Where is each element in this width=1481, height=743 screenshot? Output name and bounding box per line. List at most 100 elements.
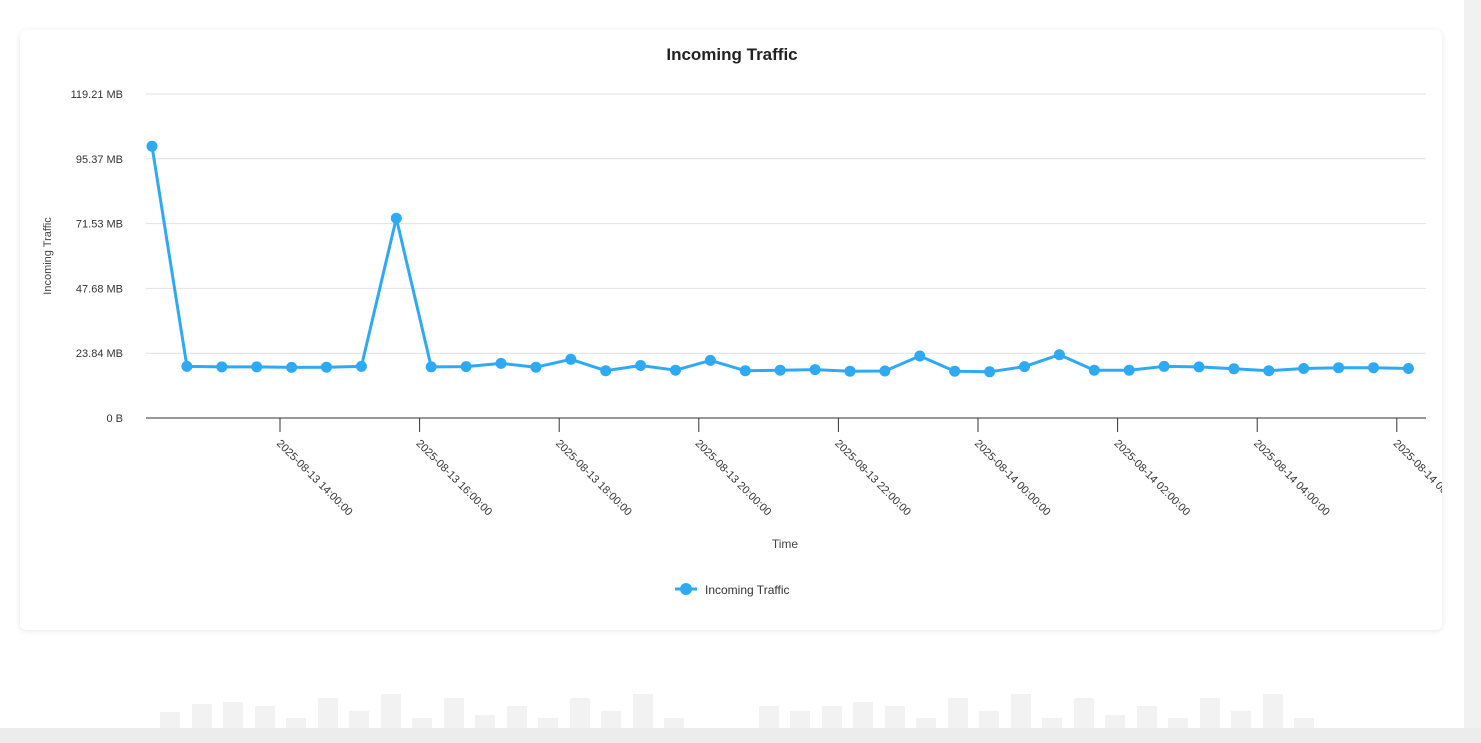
skeleton-bar xyxy=(317,698,338,728)
x-tick-label: 2025-08-13 14:00:00 xyxy=(274,438,355,519)
skeleton-bar xyxy=(569,698,590,728)
y-tick-label: 119.21 MB xyxy=(71,89,123,101)
skeleton-bar xyxy=(916,718,936,728)
skeleton-bar xyxy=(160,712,180,728)
x-tick-label: 2025-08-14 02:00:00 xyxy=(1111,438,1192,519)
y-tick-label: 23.84 MB xyxy=(76,348,123,360)
skeleton-bar xyxy=(349,711,369,728)
skeleton-bar xyxy=(506,706,527,728)
data-point[interactable] xyxy=(1228,363,1240,375)
y-axis-ticks: 0 B 23.84 MB 47.68 MB 71.53 MB 95.37 MB 119.2… xyxy=(71,89,123,425)
x-tick-label: 2025-08-14 06:00:00 xyxy=(1391,438,1442,519)
loading-skeleton xyxy=(0,680,1481,728)
data-point[interactable] xyxy=(949,365,961,377)
data-point[interactable] xyxy=(774,364,786,376)
data-point[interactable] xyxy=(286,361,298,373)
skeleton-bar xyxy=(1231,711,1251,728)
skeleton-bar xyxy=(1294,718,1314,728)
x-tick-label: 2025-08-13 16:00:00 xyxy=(413,438,494,519)
skeleton-bar xyxy=(412,718,432,728)
data-point[interactable] xyxy=(1263,365,1275,377)
data-point[interactable] xyxy=(1053,349,1065,361)
skeleton-bar xyxy=(1136,706,1157,728)
x-tick-label: 2025-08-14 04:00:00 xyxy=(1251,438,1332,519)
skeleton-bar xyxy=(601,711,621,728)
y-tick-label: 95.37 MB xyxy=(76,154,123,166)
grid-lines xyxy=(146,93,1426,354)
skeleton-bar xyxy=(884,706,905,728)
page-scrollbar-strip xyxy=(1464,0,1481,743)
skeleton-bar xyxy=(223,702,243,728)
chart-card: Incoming Traffic 0 B 23.84 MB 47.68 MB 71.5… xyxy=(20,30,1442,630)
legend[interactable]: Incoming Traffic xyxy=(675,583,789,597)
skeleton-bar xyxy=(191,704,212,728)
skeleton-bar xyxy=(947,698,968,728)
legend-marker xyxy=(680,583,692,595)
data-point[interactable] xyxy=(670,364,681,376)
skeleton-bar xyxy=(1105,715,1125,728)
skeleton-bar xyxy=(979,711,999,728)
data-point[interactable] xyxy=(879,365,891,377)
chart-title: Incoming Traffic xyxy=(666,45,797,64)
data-point[interactable] xyxy=(355,360,367,372)
skeleton-bar xyxy=(538,718,558,728)
data-point[interactable] xyxy=(146,140,158,152)
skeleton-bar xyxy=(1199,698,1220,728)
skeleton-bar xyxy=(380,694,401,728)
data-point[interactable] xyxy=(216,361,228,373)
data-point[interactable] xyxy=(321,361,332,373)
data-point[interactable] xyxy=(460,361,472,373)
data-point[interactable] xyxy=(425,361,437,373)
data-point[interactable] xyxy=(1193,361,1205,373)
skeleton-bar xyxy=(443,698,464,728)
skeleton-bar xyxy=(1073,698,1094,728)
y-tick-label: 71.53 MB xyxy=(76,219,123,231)
data-point[interactable] xyxy=(251,361,263,373)
x-tick-label: 2025-08-13 20:00:00 xyxy=(693,438,774,519)
data-point[interactable] xyxy=(1158,360,1170,372)
y-tick-label: 47.68 MB xyxy=(76,283,123,295)
skeleton-bar xyxy=(475,715,495,728)
data-point[interactable] xyxy=(390,212,402,224)
series-points xyxy=(146,140,1414,378)
y-tick-label: 0 B xyxy=(106,413,123,425)
x-tick-label: 2025-08-13 18:00:00 xyxy=(553,438,634,519)
skeleton-bar xyxy=(1042,718,1062,728)
data-point[interactable] xyxy=(809,364,821,376)
data-point[interactable] xyxy=(1019,361,1030,373)
legend-label: Incoming Traffic xyxy=(705,583,789,597)
data-point[interactable] xyxy=(181,360,193,372)
y-axis-label: Incoming Traffic xyxy=(42,217,54,295)
data-point[interactable] xyxy=(914,350,926,362)
data-point[interactable] xyxy=(530,361,542,373)
series-line-incoming-traffic xyxy=(150,145,1409,374)
skeleton-bar xyxy=(790,711,810,728)
data-point[interactable] xyxy=(600,365,612,377)
data-point[interactable] xyxy=(704,354,716,366)
chart-svg: Incoming Traffic 0 B 23.84 MB 47.68 MB 71.5… xyxy=(42,45,1442,597)
data-point[interactable] xyxy=(1402,363,1414,374)
data-point[interactable] xyxy=(1333,362,1345,374)
skeleton-bar xyxy=(632,694,653,728)
skeleton-bar xyxy=(286,718,306,728)
skeleton-bar xyxy=(1010,694,1031,728)
x-axis-ticks: 2025-08-13 14:00:00 2025-08-13 16:00:00 20… xyxy=(274,418,1442,518)
skeleton-bar xyxy=(853,702,873,728)
data-point[interactable] xyxy=(739,365,751,377)
skeleton-bar xyxy=(1168,718,1188,728)
x-tick-label: 2025-08-13 22:00:00 xyxy=(832,438,913,519)
data-point[interactable] xyxy=(565,353,577,365)
data-point[interactable] xyxy=(1368,362,1379,374)
data-point[interactable] xyxy=(1088,364,1100,376)
x-tick-label: 2025-08-14 00:00:00 xyxy=(972,438,1053,519)
data-point[interactable] xyxy=(1123,364,1135,376)
data-point[interactable] xyxy=(1298,363,1310,374)
page-bottom-strip xyxy=(0,728,1481,743)
data-point[interactable] xyxy=(635,360,647,371)
data-point[interactable] xyxy=(984,366,996,378)
skeleton-bar xyxy=(254,706,275,728)
data-point[interactable] xyxy=(844,365,856,377)
x-axis-label: Time xyxy=(772,537,799,551)
data-point[interactable] xyxy=(495,357,507,369)
skeleton-bar xyxy=(821,706,842,728)
